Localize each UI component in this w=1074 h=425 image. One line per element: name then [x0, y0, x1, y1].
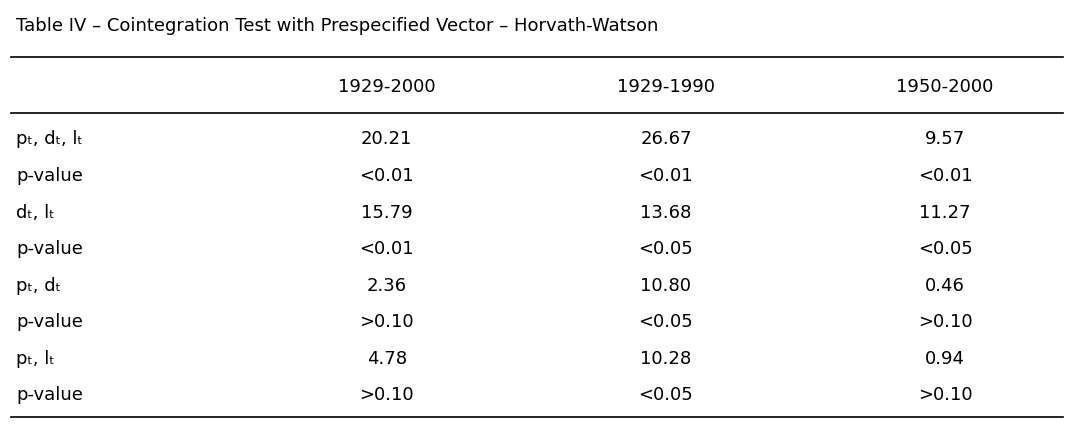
- Text: <0.01: <0.01: [360, 167, 413, 185]
- Text: >0.10: >0.10: [360, 313, 413, 331]
- Text: 11.27: 11.27: [919, 204, 971, 221]
- Text: p-value: p-value: [16, 167, 83, 185]
- Text: dₜ, lₜ: dₜ, lₜ: [16, 204, 55, 221]
- Text: pₜ, lₜ: pₜ, lₜ: [16, 350, 55, 368]
- Text: 26.67: 26.67: [640, 130, 692, 148]
- Text: pₜ, dₜ, lₜ: pₜ, dₜ, lₜ: [16, 130, 83, 148]
- Text: <0.05: <0.05: [918, 240, 972, 258]
- Text: <0.05: <0.05: [639, 240, 693, 258]
- Text: <0.05: <0.05: [639, 313, 693, 331]
- Text: 10.28: 10.28: [640, 350, 692, 368]
- Text: p-value: p-value: [16, 386, 83, 404]
- Text: <0.01: <0.01: [918, 167, 972, 185]
- Text: pₜ, dₜ: pₜ, dₜ: [16, 277, 61, 295]
- Text: 20.21: 20.21: [361, 130, 412, 148]
- Text: <0.01: <0.01: [639, 167, 693, 185]
- Text: >0.10: >0.10: [918, 313, 972, 331]
- Text: 2.36: 2.36: [366, 277, 407, 295]
- Text: >0.10: >0.10: [360, 386, 413, 404]
- Text: <0.01: <0.01: [360, 240, 413, 258]
- Text: p-value: p-value: [16, 313, 83, 331]
- Text: 1950-2000: 1950-2000: [897, 78, 993, 96]
- Text: 4.78: 4.78: [366, 350, 407, 368]
- Text: 13.68: 13.68: [640, 204, 692, 221]
- Text: 9.57: 9.57: [925, 130, 966, 148]
- Text: <0.05: <0.05: [639, 386, 693, 404]
- Text: >0.10: >0.10: [918, 386, 972, 404]
- Text: 0.94: 0.94: [925, 350, 966, 368]
- Text: 1929-2000: 1929-2000: [338, 78, 435, 96]
- Text: p-value: p-value: [16, 240, 83, 258]
- Text: 10.80: 10.80: [640, 277, 692, 295]
- Text: 15.79: 15.79: [361, 204, 412, 221]
- Text: 1929-1990: 1929-1990: [616, 78, 715, 96]
- Text: Table IV – Cointegration Test with Prespecified Vector – Horvath-Watson: Table IV – Cointegration Test with Presp…: [16, 17, 658, 35]
- Text: 0.46: 0.46: [925, 277, 966, 295]
